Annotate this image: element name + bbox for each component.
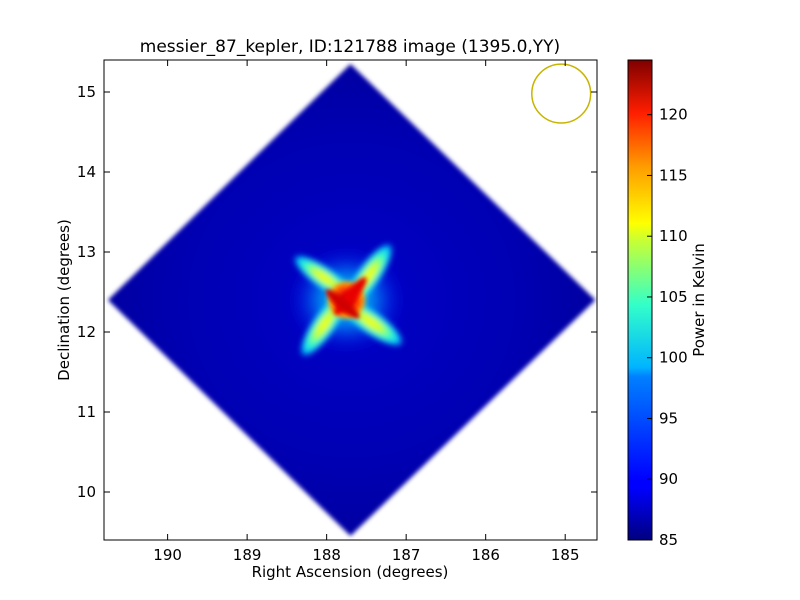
x-tick-label: 187 (392, 546, 421, 564)
colorbar-tick-label: 115 (659, 166, 688, 184)
y-axis-label: Declination (degrees) (55, 219, 73, 381)
colorbar-tick-label: 110 (659, 227, 688, 245)
colorbar-tick-label: 100 (659, 349, 688, 367)
x-tick-label: 185 (551, 546, 580, 564)
y-axis-ticks: 10 11 12 13 14 15 (77, 83, 597, 501)
colorbar-tick-label: 95 (659, 409, 678, 427)
x-axis-ticks: 190 189 188 187 186 185 (153, 60, 580, 564)
colorbar-tick-label: 120 (659, 106, 688, 124)
y-tick-label: 11 (77, 403, 96, 421)
colorbar-label: Power in Kelvin (690, 243, 708, 357)
x-tick-label: 188 (312, 546, 341, 564)
y-tick-label: 12 (77, 323, 96, 341)
x-tick-label: 190 (153, 546, 182, 564)
y-tick-label: 10 (77, 483, 96, 501)
y-tick-label: 13 (77, 243, 96, 261)
plot-frame (103, 59, 598, 541)
y-tick-label: 14 (77, 163, 96, 181)
hotspot (288, 242, 405, 358)
colorbar-tick-label: 85 (659, 531, 678, 549)
colorbar-ticks: 85 90 95 100 105 110 115 120 (647, 106, 688, 549)
chart-title: messier_87_kepler, ID:121788 image (1395… (140, 37, 560, 57)
x-tick-label: 186 (471, 546, 500, 564)
y-tick-label: 15 (77, 83, 96, 101)
colorbar-tick-label: 90 (659, 470, 678, 488)
colorbar-tick-label: 105 (659, 288, 688, 306)
beam-circle (531, 63, 592, 124)
x-tick-label: 189 (233, 546, 262, 564)
x-axis-label: Right Ascension (degrees) (252, 563, 449, 581)
colorbar (627, 59, 653, 541)
hotspot-core-arm-2 (325, 289, 360, 319)
